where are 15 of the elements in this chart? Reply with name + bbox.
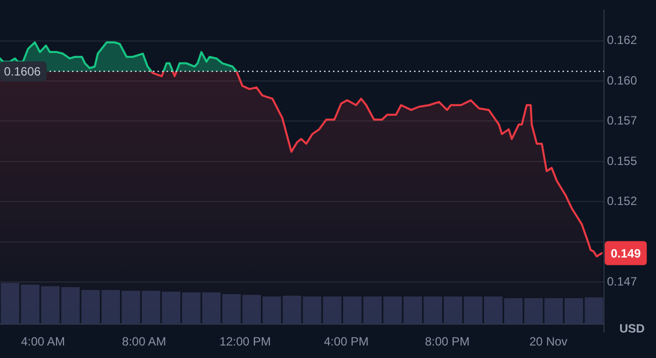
x-tick-label: 4:00 AM (20, 334, 65, 349)
y-tick-label: 0.152 (607, 194, 638, 208)
y-tick-label: 0.157 (607, 114, 638, 128)
y-axis-title: USD (619, 321, 645, 336)
y-tick-label: 0.147 (607, 274, 638, 288)
annotation: 0.149 (610, 246, 642, 260)
y-tick-label: 0.162 (607, 33, 638, 48)
x-tick-label: 8:00 PM (424, 334, 470, 349)
x-tick-label: 20 Nov (529, 334, 568, 349)
x-tick-label: 12:00 PM (219, 334, 271, 349)
x-tick-label: 4:00 PM (324, 334, 369, 349)
x-tick-label: 8:00 AM (122, 334, 166, 349)
ref-line-label: 0.1606 (4, 64, 42, 79)
y-tick-label: 0.160 (607, 73, 638, 88)
y-tick-label: 0.155 (607, 154, 638, 168)
